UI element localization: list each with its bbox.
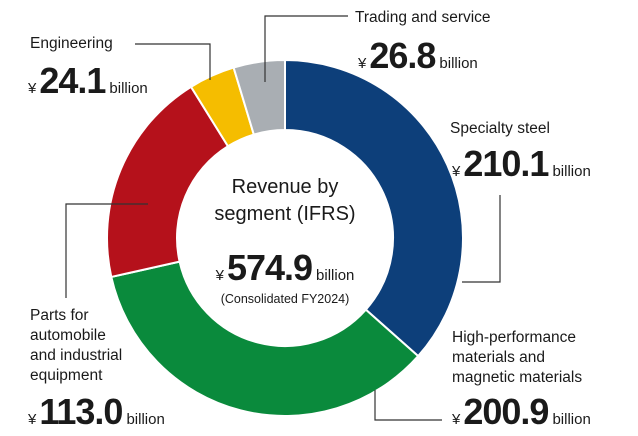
donut-segment [232,58,286,136]
center-title: segment (IFRS) [214,203,355,225]
donut-segment [284,58,464,358]
leader-line [65,203,148,298]
unit: billion [109,80,147,97]
unit: billion [126,411,164,428]
unit: billion [316,267,354,284]
segment-label: Parts for [30,307,89,324]
center-title: Revenue by [232,176,339,198]
donut-segment [110,260,420,417]
value-number: 210.1 [463,143,549,184]
leader-line [462,195,501,283]
leader-line [264,15,348,82]
value-label: ¥200.9 billion [451,391,591,432]
currency: ¥ [27,80,37,97]
segment-label: Specialty steel [450,120,550,137]
currency: ¥ [451,163,461,180]
segment-label: equipment [30,367,103,384]
currency: ¥ [27,411,37,428]
segment-label: materials and [452,349,545,366]
segment-label: High-performance [452,329,576,346]
value-number: 574.9 [227,247,312,288]
segment-label: Engineering [30,35,113,52]
segment-label: and industrial [30,347,122,364]
currency: ¥ [357,55,367,72]
value-label: ¥24.1 billion [27,60,148,101]
unit: billion [439,55,477,72]
center-total: ¥574.9 billion [215,247,355,288]
center-subtitle: (Consolidated FY2024) [221,292,350,306]
value-number: 200.9 [463,391,548,432]
segment-label: automobile [30,327,106,344]
leader-line [135,43,211,80]
segment-label: magnetic materials [452,369,582,386]
value-label: ¥26.8 billion [357,35,478,76]
value-label: ¥113.0 billion [27,391,165,432]
leader-line [374,390,442,421]
value-label: ¥210.1 billion [451,143,591,184]
value-number: 26.8 [369,35,435,76]
unit: billion [552,411,590,428]
currency: ¥ [215,267,225,284]
unit: billion [552,163,590,180]
segment-label: Trading and service [355,9,491,26]
value-number: 24.1 [39,60,106,101]
currency: ¥ [451,411,461,428]
value-number: 113.0 [39,391,122,432]
